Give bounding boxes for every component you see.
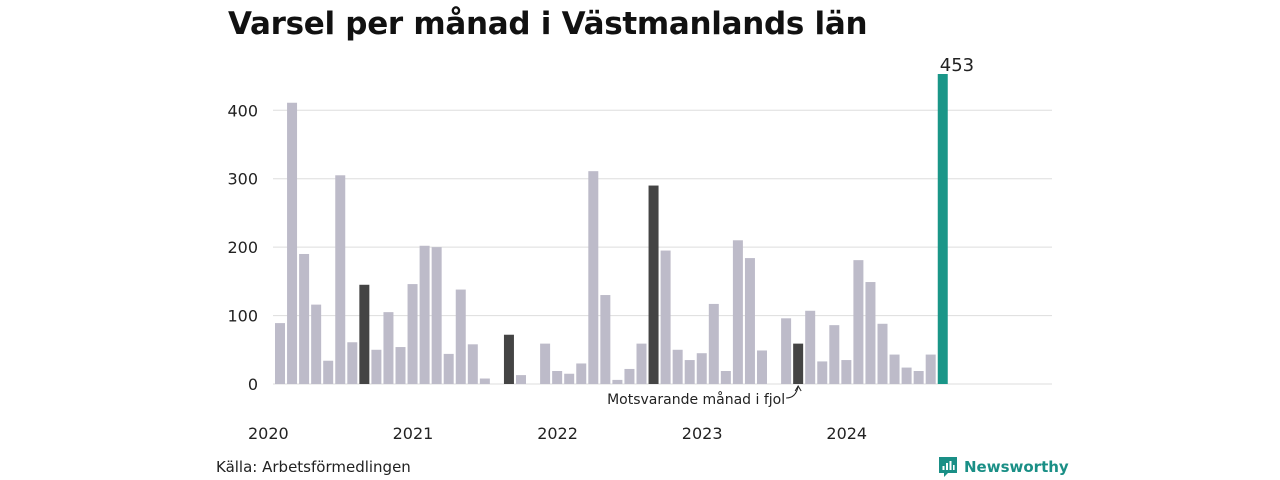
bar bbox=[299, 253, 310, 384]
bar bbox=[540, 343, 551, 384]
bars bbox=[275, 74, 948, 384]
newsworthy-logo-icon bbox=[939, 457, 957, 477]
bar bbox=[588, 171, 599, 384]
bar bbox=[431, 247, 442, 384]
x-tick-label: 2021 bbox=[393, 424, 434, 443]
bar bbox=[347, 342, 358, 384]
bar bbox=[877, 323, 888, 384]
bar bbox=[660, 250, 671, 384]
bar bbox=[443, 353, 454, 384]
bar bbox=[925, 354, 936, 384]
bar bbox=[937, 74, 948, 384]
bar bbox=[901, 367, 912, 384]
x-tick-label: 2023 bbox=[682, 424, 723, 443]
x-tick-label: 2022 bbox=[537, 424, 578, 443]
bar bbox=[371, 349, 382, 384]
source-note: Källa: Arbetsförmedlingen bbox=[216, 458, 411, 476]
bar bbox=[817, 361, 828, 384]
bar bbox=[624, 368, 635, 384]
bar bbox=[913, 370, 924, 384]
bar bbox=[805, 310, 816, 384]
bar bbox=[600, 295, 611, 384]
bar bbox=[552, 370, 563, 384]
chart-title: Varsel per månad i Västmanlands län bbox=[228, 6, 868, 42]
bar bbox=[793, 343, 804, 384]
y-tick-label: 100 bbox=[227, 307, 258, 326]
y-tick-label: 0 bbox=[248, 375, 258, 394]
bar bbox=[467, 344, 478, 384]
x-tick-label: 2024 bbox=[826, 424, 867, 443]
bar bbox=[708, 303, 719, 384]
annotation-arrow bbox=[786, 385, 799, 399]
annotations: 453 Motsvarande månad i fjol bbox=[607, 55, 974, 408]
bar bbox=[479, 378, 490, 384]
bar bbox=[275, 323, 285, 384]
brand[interactable]: Newsworthy bbox=[938, 456, 1069, 478]
y-axis-ticks: 0 100 200 300 400 bbox=[227, 101, 258, 394]
bar bbox=[419, 245, 430, 384]
bar bbox=[503, 334, 514, 384]
x-tick-label: 2020 bbox=[248, 424, 289, 443]
bar bbox=[865, 282, 876, 384]
bar bbox=[636, 343, 647, 384]
bar bbox=[564, 373, 575, 384]
brand-name: Newsworthy bbox=[964, 458, 1069, 476]
bar bbox=[672, 349, 683, 384]
bar bbox=[853, 260, 864, 384]
bar bbox=[395, 347, 406, 384]
bar bbox=[829, 325, 840, 384]
annotation-label: Motsvarande månad i fjol bbox=[607, 391, 785, 408]
bar bbox=[684, 360, 695, 384]
x-axis-ticks: 2020 2021 2022 2023 2024 bbox=[248, 424, 867, 443]
bar bbox=[383, 312, 394, 384]
bar bbox=[720, 370, 731, 384]
bar bbox=[323, 360, 334, 384]
bar bbox=[781, 318, 792, 384]
bar bbox=[696, 353, 707, 384]
annotation-arrowhead bbox=[794, 385, 802, 392]
last-value-label: 453 bbox=[940, 55, 974, 76]
bar bbox=[359, 284, 370, 384]
bar bbox=[516, 375, 526, 384]
bar bbox=[311, 304, 322, 384]
bar bbox=[455, 289, 466, 384]
bar bbox=[732, 240, 743, 384]
bar bbox=[889, 354, 900, 384]
y-tick-label: 200 bbox=[227, 238, 258, 257]
bar bbox=[335, 175, 346, 384]
bar bbox=[841, 360, 852, 384]
bar bbox=[576, 363, 587, 384]
bar bbox=[612, 379, 623, 384]
bar bbox=[648, 185, 659, 384]
bar bbox=[744, 258, 755, 384]
bar bbox=[407, 284, 418, 384]
bar bbox=[287, 102, 298, 384]
y-tick-label: 300 bbox=[227, 170, 258, 189]
y-tick-label: 400 bbox=[227, 101, 258, 120]
bar bbox=[757, 350, 767, 384]
